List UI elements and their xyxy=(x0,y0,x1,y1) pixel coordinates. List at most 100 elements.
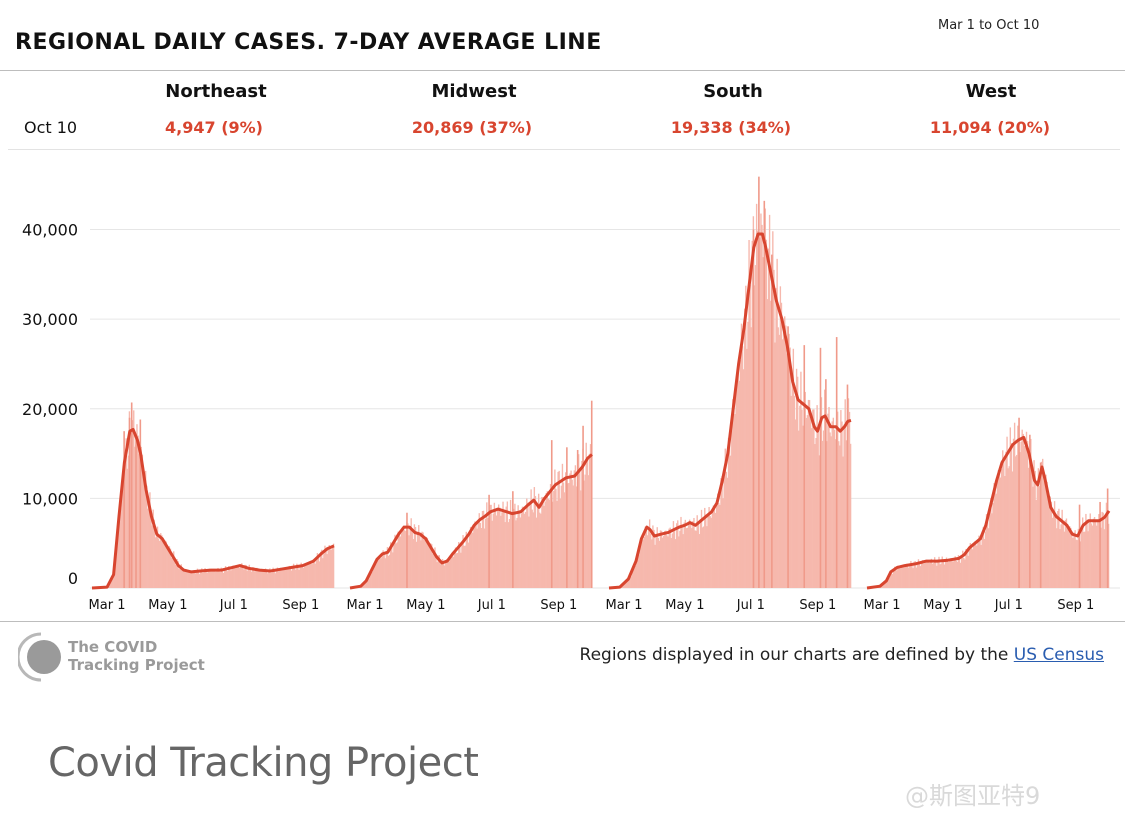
daily-bar xyxy=(401,527,404,588)
daily-bar xyxy=(166,547,168,588)
daily-bar xyxy=(1017,425,1019,588)
daily-bar xyxy=(127,455,130,588)
daily-bar xyxy=(289,566,292,588)
daily-bar xyxy=(411,532,413,588)
daily-bar xyxy=(144,470,147,588)
daily-bar xyxy=(143,481,146,588)
daily-bar xyxy=(1083,531,1085,588)
daily-bar xyxy=(379,556,381,588)
daily-bar xyxy=(621,585,624,588)
daily-bar xyxy=(141,454,144,588)
daily-bar xyxy=(654,544,656,588)
daily-bar xyxy=(918,563,921,588)
daily-bar xyxy=(911,565,913,588)
daily-bar xyxy=(738,380,741,588)
daily-bar xyxy=(1059,529,1061,588)
spike-bar xyxy=(846,384,849,588)
daily-bar xyxy=(998,471,1001,588)
daily-bar xyxy=(799,405,801,588)
daily-bar xyxy=(1020,441,1022,588)
daily-bar xyxy=(922,560,924,588)
daily-bar xyxy=(109,582,111,588)
y-tick-label: 10,000 xyxy=(22,489,78,508)
daily-bar xyxy=(303,563,306,588)
daily-bar xyxy=(642,539,644,588)
daily-bar xyxy=(1102,512,1104,588)
daily-bar xyxy=(881,585,883,588)
daily-bar xyxy=(458,542,460,588)
daily-bar xyxy=(460,552,462,588)
daily-bar xyxy=(480,527,483,588)
daily-bar xyxy=(680,516,682,588)
daily-bar xyxy=(249,569,252,588)
daily-bar xyxy=(267,573,269,588)
daily-bar xyxy=(542,497,544,588)
daily-bar xyxy=(941,556,943,588)
daily-bar xyxy=(792,348,795,588)
daily-bar xyxy=(1074,530,1076,588)
daily-bar xyxy=(564,472,567,588)
daily-bar xyxy=(973,541,976,588)
daily-bar xyxy=(464,545,466,588)
daily-bar xyxy=(505,506,507,588)
daily-bar xyxy=(746,348,748,588)
daily-bar xyxy=(667,536,669,588)
daily-bar xyxy=(373,563,376,588)
daily-bar xyxy=(193,569,195,588)
daily-bar xyxy=(945,557,948,588)
daily-bar xyxy=(223,569,226,588)
daily-bar xyxy=(640,540,642,588)
daily-bar xyxy=(725,471,728,588)
us-census-link[interactable]: US Census xyxy=(1013,645,1104,665)
daily-bar xyxy=(535,517,538,588)
daily-bar xyxy=(817,430,819,588)
daily-bar xyxy=(240,565,242,588)
daily-bar xyxy=(926,559,928,588)
daily-bar xyxy=(952,561,954,588)
daily-bar xyxy=(798,430,800,588)
daily-bar xyxy=(424,540,426,588)
daily-bar xyxy=(1105,502,1108,588)
daily-bar xyxy=(820,397,823,588)
daily-bar xyxy=(142,475,145,588)
daily-bar xyxy=(277,571,280,588)
daily-bar xyxy=(581,460,583,588)
daily-bar xyxy=(129,430,132,588)
daily-bar xyxy=(416,534,419,588)
daily-bar xyxy=(479,522,482,588)
daily-bar xyxy=(997,470,1000,588)
daily-bar xyxy=(529,502,531,588)
daily-bar xyxy=(728,432,731,588)
daily-bar xyxy=(446,559,448,588)
daily-bar xyxy=(506,501,509,588)
daily-bar xyxy=(953,558,955,588)
daily-bar xyxy=(137,435,139,588)
daily-bar xyxy=(648,519,651,588)
x-tick-label: Mar 1 xyxy=(347,598,384,613)
daily-bar xyxy=(790,395,792,588)
daily-bar xyxy=(849,443,852,588)
daily-bar xyxy=(903,566,906,588)
daily-bar xyxy=(131,420,134,588)
daily-bar xyxy=(462,535,464,588)
daily-bar xyxy=(702,526,705,588)
daily-bar xyxy=(693,517,695,588)
daily-bar xyxy=(1007,468,1009,588)
daily-bar xyxy=(532,512,534,588)
daily-bar xyxy=(196,568,199,588)
daily-bar xyxy=(560,485,563,588)
daily-bar xyxy=(286,569,288,588)
daily-bar xyxy=(731,430,733,588)
daily-bar xyxy=(831,421,833,588)
daily-bar xyxy=(732,399,734,588)
daily-bar xyxy=(520,513,523,588)
daily-bar xyxy=(414,527,417,588)
daily-bar xyxy=(387,555,390,588)
daily-bar xyxy=(427,543,430,588)
daily-bar xyxy=(700,509,703,588)
daily-bar xyxy=(543,505,545,588)
daily-bar xyxy=(415,541,418,588)
daily-bar xyxy=(490,504,492,588)
spike-bar xyxy=(123,431,125,588)
daily-bar xyxy=(1066,529,1069,588)
